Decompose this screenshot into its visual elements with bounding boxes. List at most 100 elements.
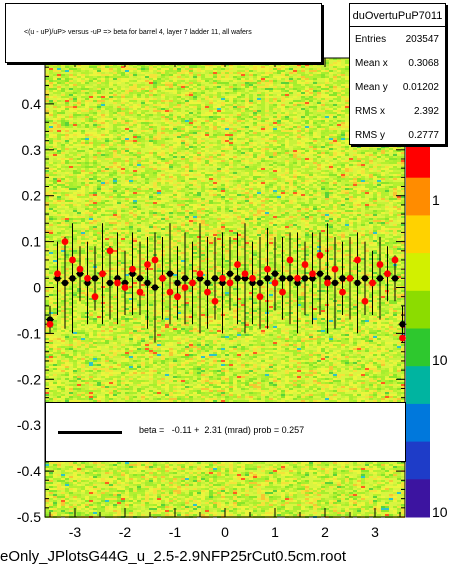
heatmap-cell (345, 86, 349, 88)
heatmap-cell (305, 170, 309, 172)
heatmap-cell (205, 86, 209, 88)
heatmap-cell (165, 96, 169, 98)
heatmap-cell (77, 70, 81, 72)
heatmap-cell (93, 70, 97, 72)
heatmap-cell (141, 84, 145, 86)
heatmap-cell (273, 122, 277, 124)
heatmap-cell (57, 128, 61, 130)
heatmap-cell (325, 116, 329, 118)
heatmap-cell (365, 162, 369, 164)
heatmap-cell (313, 64, 317, 66)
heatmap-cell (357, 180, 361, 182)
heatmap-cell (209, 88, 213, 90)
heatmap-cell (201, 76, 205, 78)
heatmap-cell (45, 88, 49, 90)
heatmap-cell (121, 102, 125, 104)
heatmap-cell (233, 76, 237, 78)
heatmap-cell (337, 68, 341, 70)
heatmap-cell (309, 102, 313, 104)
heatmap-cell (325, 110, 329, 112)
heatmap-cell (157, 178, 161, 180)
heatmap-cell (153, 160, 157, 162)
heatmap-cell (153, 82, 157, 84)
heatmap-cell (289, 128, 293, 130)
heatmap-cell (381, 146, 385, 148)
heatmap-cell (53, 74, 57, 76)
heatmap-cell (337, 122, 341, 124)
heatmap-cell (129, 98, 133, 100)
heatmap-cell (137, 80, 141, 82)
heatmap-cell (45, 90, 49, 92)
heatmap-cell (45, 132, 49, 134)
heatmap-cell (169, 100, 173, 102)
heatmap-cell (393, 164, 397, 166)
heatmap-cell (137, 116, 141, 118)
heatmap-cell (133, 86, 137, 88)
heatmap-cell (189, 166, 193, 168)
heatmap-cell (337, 130, 341, 132)
heatmap-cell (373, 158, 377, 160)
heatmap-cell (233, 72, 237, 74)
heatmap-cell (185, 160, 189, 162)
heatmap-cell (169, 122, 173, 124)
heatmap-cell (221, 68, 225, 70)
heatmap-cell (65, 62, 69, 64)
heatmap-cell (89, 118, 93, 120)
heatmap-cell (149, 134, 153, 136)
heatmap-cell (149, 170, 153, 172)
heatmap-cell (329, 70, 333, 72)
heatmap-cell (273, 104, 277, 106)
heatmap-cell (237, 176, 241, 178)
heatmap-cell (181, 92, 185, 94)
heatmap-cell (265, 126, 269, 128)
heatmap-cell (229, 130, 233, 132)
heatmap-cell (309, 168, 313, 170)
heatmap-cell (373, 154, 377, 156)
heatmap-cell (205, 176, 209, 178)
heatmap-cell (101, 120, 105, 122)
heatmap-cell (153, 112, 157, 114)
heatmap-cell (69, 124, 73, 126)
heatmap-cell (185, 122, 189, 124)
heatmap-cell (313, 144, 317, 146)
heatmap-cell (81, 118, 85, 120)
heatmap-cell (101, 174, 105, 176)
heatmap-cell (173, 150, 177, 152)
heatmap-cell (109, 80, 113, 82)
heatmap-cell (201, 106, 205, 108)
heatmap-cell (45, 86, 49, 88)
heatmap-cell (61, 130, 65, 132)
heatmap-cell (305, 126, 309, 128)
heatmap-cell (173, 136, 177, 138)
heatmap-cell (269, 98, 273, 100)
heatmap-cell (225, 172, 229, 174)
heatmap-cell (113, 180, 117, 182)
heatmap-cell (301, 74, 305, 76)
heatmap-cell (293, 94, 297, 96)
heatmap-cell (217, 94, 221, 96)
heatmap-cell (105, 74, 109, 76)
heatmap-cell (313, 140, 317, 142)
heatmap-cell (93, 98, 97, 100)
heatmap-cell (89, 172, 93, 174)
heatmap-cell (193, 144, 197, 146)
heatmap-cell (69, 88, 73, 90)
heatmap-cell (73, 106, 77, 108)
heatmap-cell (381, 174, 385, 176)
heatmap-cell (221, 124, 225, 126)
heatmap-cell (221, 180, 225, 182)
heatmap-cell (121, 104, 125, 106)
heatmap-cell (177, 166, 181, 168)
heatmap-cell (113, 128, 117, 130)
heatmap-cell (73, 140, 77, 142)
heatmap-cell (193, 112, 197, 114)
heatmap-cell (325, 154, 329, 156)
heatmap-cell (177, 128, 181, 130)
heatmap-cell (129, 130, 133, 132)
heatmap-cell (285, 130, 289, 132)
heatmap-cell (361, 160, 365, 162)
heatmap-cell (313, 168, 317, 170)
heatmap-cell (117, 158, 121, 160)
heatmap-cell (333, 160, 337, 162)
heatmap-cell (137, 128, 141, 130)
